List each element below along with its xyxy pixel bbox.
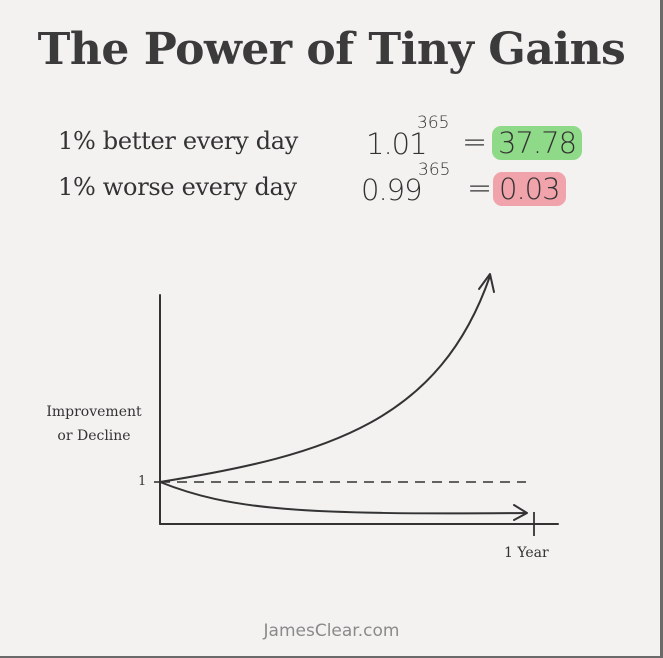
footer-credit: JamesClear.com xyxy=(263,621,400,641)
decline-curve xyxy=(159,481,527,515)
frame-edge-bottom xyxy=(0,656,663,658)
statement-better-equals: = xyxy=(462,125,488,160)
page-title: The Power of Tiny Gains xyxy=(37,24,626,75)
growth-curve xyxy=(159,275,491,483)
statement-better-result: 37.78 xyxy=(492,126,583,160)
x-tick-label: 1 Year xyxy=(504,545,549,561)
statement-better-label: 1% better every day xyxy=(58,127,299,155)
frame-edge xyxy=(660,0,663,658)
statement-worse-result: 0.03 xyxy=(493,172,566,206)
statement-worse-label: 1% worse every day xyxy=(58,173,297,201)
y-tick-label: 1 xyxy=(138,474,147,489)
y-axis-label-line1: Improvement xyxy=(46,404,142,420)
statement-better-base: 1.01 xyxy=(366,127,428,161)
y-axis-label-line2: or Decline xyxy=(57,428,131,444)
statement-worse-equals: = xyxy=(467,171,493,206)
statement-worse-base: 0.99 xyxy=(361,173,423,207)
decline-arrowhead xyxy=(513,504,528,521)
statement-better-exponent: 365 xyxy=(417,113,450,133)
statement-worse-exponent: 365 xyxy=(418,160,451,180)
growth-arrowhead xyxy=(478,273,495,293)
